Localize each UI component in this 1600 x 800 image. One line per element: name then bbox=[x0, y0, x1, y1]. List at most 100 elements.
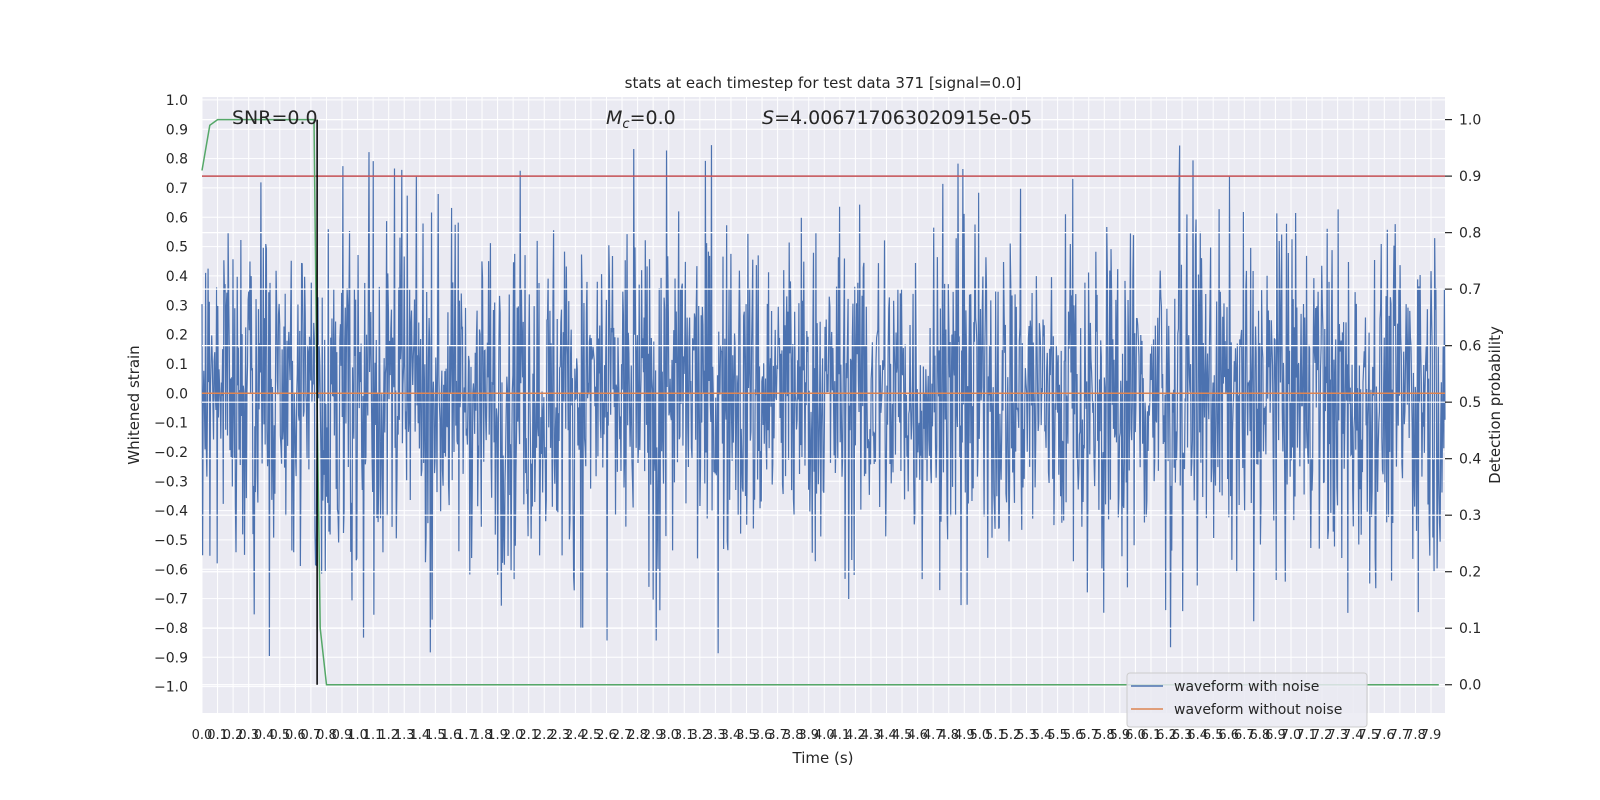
x-tick-label: 3.0 bbox=[658, 728, 679, 743]
y-tick-label-left: 0.4 bbox=[166, 269, 188, 285]
x-tick-label: 2.2 bbox=[534, 728, 555, 743]
x-tick-label: 2.4 bbox=[565, 728, 586, 743]
annotation-s: S=4.006717063020915e-05 bbox=[762, 107, 1032, 129]
annotation-mc-sub: c bbox=[622, 117, 629, 132]
x-tick-label: 4.1 bbox=[829, 728, 850, 743]
x-tick-label: 0.9 bbox=[332, 728, 353, 743]
y-tick-label-right: 0.0 bbox=[1459, 678, 1481, 694]
x-tick-label: 2.8 bbox=[627, 728, 648, 743]
x-tick-label: 7.9 bbox=[1421, 728, 1442, 743]
x-tick-label: 3.9 bbox=[798, 728, 819, 743]
x-tick-label: 3.8 bbox=[783, 728, 804, 743]
y-tick-label-left: 0.6 bbox=[166, 210, 188, 226]
y-tick-marks-right bbox=[1445, 119, 1452, 686]
y-tick-label-left: −1.0 bbox=[154, 680, 188, 696]
y-tick-label-left: 0.2 bbox=[166, 328, 188, 344]
legend: waveform with noise waveform without noi… bbox=[1126, 672, 1368, 728]
x-tick-label: 3.4 bbox=[721, 728, 742, 743]
annotation-mc-value: =0.0 bbox=[630, 107, 676, 129]
x-tick-label: 7.6 bbox=[1374, 728, 1395, 743]
y-axis-label-right: Detection probability bbox=[1486, 326, 1504, 484]
y-tick-label-left: 1.0 bbox=[166, 93, 188, 109]
x-tick-label: 6.4 bbox=[1187, 728, 1208, 743]
y-tick-label-right: 0.7 bbox=[1459, 282, 1481, 298]
x-tick-label: 6.0 bbox=[1125, 728, 1146, 743]
y-tick-label-left: 0.5 bbox=[166, 240, 188, 256]
y-tick-label-left: −0.8 bbox=[154, 621, 188, 637]
x-tick-label: 6.9 bbox=[1265, 728, 1286, 743]
x-tick-label: 7.5 bbox=[1358, 728, 1379, 743]
y-tick-label-right: 0.1 bbox=[1459, 621, 1481, 637]
y-tick-label-left: −0.7 bbox=[154, 592, 188, 608]
x-tick-label: 6.1 bbox=[1141, 728, 1162, 743]
x-tick-label: 2.1 bbox=[518, 728, 539, 743]
y-tick-labels-left: 1.0 0.9 0.8 0.7 0.6 0.5 0.4 0.3 0.2 0.1 0.0 −0.1 −0.… bbox=[154, 93, 188, 696]
x-tick-label: 1.1 bbox=[363, 728, 384, 743]
y-tick-label-left: 0.0 bbox=[166, 386, 188, 402]
x-tick-label: 4.9 bbox=[954, 728, 975, 743]
x-tick-label: 5.2 bbox=[1001, 728, 1022, 743]
x-tick-label: 5.9 bbox=[1110, 728, 1131, 743]
y-tick-labels-right: 1.0 0.9 0.8 0.7 0.6 0.5 0.4 0.3 0.2 0.1 0.0 bbox=[1459, 113, 1481, 694]
chart-title: stats at each timestep for test data 371… bbox=[625, 74, 1022, 92]
annotation-s-symbol: S bbox=[762, 107, 774, 129]
x-tick-label: 5.5 bbox=[1047, 728, 1068, 743]
x-tick-label: 1.5 bbox=[425, 728, 446, 743]
series-waveform-with-noise bbox=[201, 145, 1446, 657]
y-tick-label-left: 0.1 bbox=[166, 357, 188, 373]
legend-label-noise: waveform with noise bbox=[1174, 679, 1319, 695]
y-tick-label-left: −0.5 bbox=[154, 533, 188, 549]
x-tick-label: 5.6 bbox=[1063, 728, 1084, 743]
x-tick-label: 5.8 bbox=[1094, 728, 1115, 743]
x-tick-label: 1.9 bbox=[487, 728, 508, 743]
y-tick-label-right: 0.9 bbox=[1459, 169, 1481, 185]
x-tick-label: 0.4 bbox=[254, 728, 275, 743]
y-tick-label-right: 0.5 bbox=[1459, 395, 1481, 411]
x-tick-label: 0.6 bbox=[285, 728, 306, 743]
y-tick-label-left: −0.3 bbox=[154, 474, 188, 490]
x-tick-label: 1.6 bbox=[441, 728, 462, 743]
y-tick-label-left: −0.6 bbox=[154, 562, 188, 578]
annotation-snr: SNR=0.0 bbox=[232, 107, 318, 129]
x-tick-label: 1.3 bbox=[394, 728, 415, 743]
y-tick-label-left: −0.9 bbox=[154, 650, 188, 666]
y-tick-label-left: 0.7 bbox=[166, 181, 188, 197]
y-tick-label-right: 0.8 bbox=[1459, 226, 1481, 242]
y-tick-label-right: 0.2 bbox=[1459, 565, 1481, 581]
x-tick-label: 2.7 bbox=[612, 728, 633, 743]
y-tick-label-right: 1.0 bbox=[1459, 113, 1481, 129]
annotation-s-value: =4.006717063020915e-05 bbox=[774, 107, 1032, 129]
x-tick-label: 6.5 bbox=[1203, 728, 1224, 743]
x-tick-label: 5.7 bbox=[1078, 728, 1099, 743]
x-tick-label: 3.6 bbox=[752, 728, 773, 743]
x-tick-label: 5.0 bbox=[970, 728, 991, 743]
x-tick-label: 4.0 bbox=[814, 728, 835, 743]
x-tick-label: 0.2 bbox=[223, 728, 244, 743]
x-tick-label: 2.9 bbox=[643, 728, 664, 743]
x-tick-label: 7.4 bbox=[1343, 728, 1364, 743]
x-tick-label: 1.0 bbox=[347, 728, 368, 743]
x-tick-label: 2.5 bbox=[581, 728, 602, 743]
x-axis-label: Time (s) bbox=[792, 749, 854, 767]
x-tick-label: 5.1 bbox=[985, 728, 1006, 743]
y-tick-label-left: −0.1 bbox=[154, 416, 188, 432]
x-tick-label: 6.7 bbox=[1234, 728, 1255, 743]
x-tick-label: 0.8 bbox=[316, 728, 337, 743]
x-tick-label: 6.2 bbox=[1156, 728, 1177, 743]
x-tick-label: 7.0 bbox=[1281, 728, 1302, 743]
x-tick-label: 1.7 bbox=[456, 728, 477, 743]
y-tick-label-right: 0.3 bbox=[1459, 508, 1481, 524]
x-tick-label: 4.4 bbox=[876, 728, 897, 743]
x-tick-label: 3.7 bbox=[767, 728, 788, 743]
x-tick-label: 7.3 bbox=[1327, 728, 1348, 743]
x-tick-label: 4.6 bbox=[907, 728, 928, 743]
y-tick-label-right: 0.6 bbox=[1459, 339, 1481, 355]
x-tick-label: 7.7 bbox=[1390, 728, 1411, 743]
x-tick-label: 7.1 bbox=[1296, 728, 1317, 743]
y-tick-label-left: −0.2 bbox=[154, 445, 188, 461]
y-tick-label-left: −0.4 bbox=[154, 504, 188, 520]
x-tick-label: 4.7 bbox=[923, 728, 944, 743]
x-tick-labels: 0.00.10.20.30.40.50.60.70.80.91.01.11.21… bbox=[192, 728, 1442, 743]
x-tick-label: 2.6 bbox=[596, 728, 617, 743]
x-tick-label: 3.3 bbox=[705, 728, 726, 743]
